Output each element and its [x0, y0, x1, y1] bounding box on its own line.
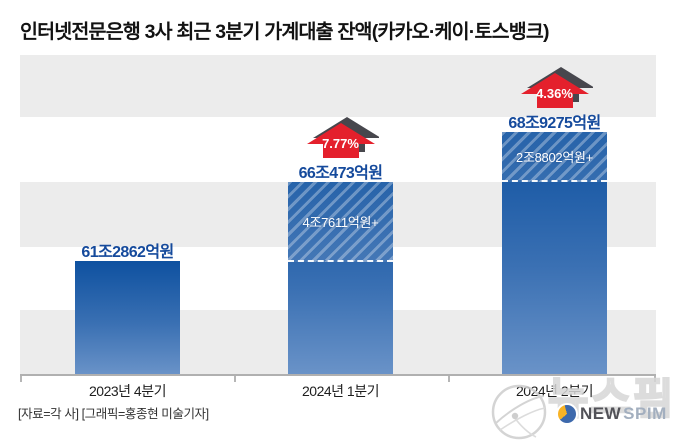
up-arrow-icon	[306, 117, 379, 158]
x-axis-line	[20, 374, 656, 376]
x-axis-label: 2024년 2분기	[516, 383, 593, 399]
bar-value-label: 68조9275억원	[508, 115, 601, 132]
chart-bar: 2조8802억원+	[502, 132, 607, 375]
axis-tick	[448, 376, 450, 382]
increase-value-label: 4조7611억원+	[302, 214, 379, 230]
axis-tick	[20, 376, 22, 382]
increase-hatch-segment: 4조7611억원+	[288, 182, 393, 262]
pct-change-label: 4.36%	[536, 86, 573, 101]
pct-change-label: 7.77%	[322, 136, 359, 151]
increase-arrow: 4.36%	[517, 64, 593, 108]
bar-value-label: 61조2862억원	[81, 244, 174, 261]
source-note: [자료=각 사] [그래픽=홍종현 미술기자]	[18, 407, 209, 421]
chart-bar: 4조7611억원+	[288, 182, 393, 375]
increase-arrow: 7.77%	[303, 114, 379, 158]
increase-hatch-segment: 2조8802억원+	[502, 132, 607, 182]
chart-title: 인터넷전문은행 3사 최근 3분기 가계대출 잔액(카카오·케이·토스뱅크)	[20, 21, 550, 43]
chart-bar	[75, 261, 180, 375]
axis-tick	[234, 376, 236, 382]
x-axis-label: 2023년 4분기	[89, 383, 166, 399]
up-arrow-icon	[520, 67, 593, 108]
axis-tick	[654, 376, 656, 382]
x-axis-label: 2024년 1분기	[302, 383, 379, 399]
bar-value-label: 66조473억원	[298, 165, 383, 182]
increase-value-label: 2조8802억원+	[516, 149, 593, 165]
